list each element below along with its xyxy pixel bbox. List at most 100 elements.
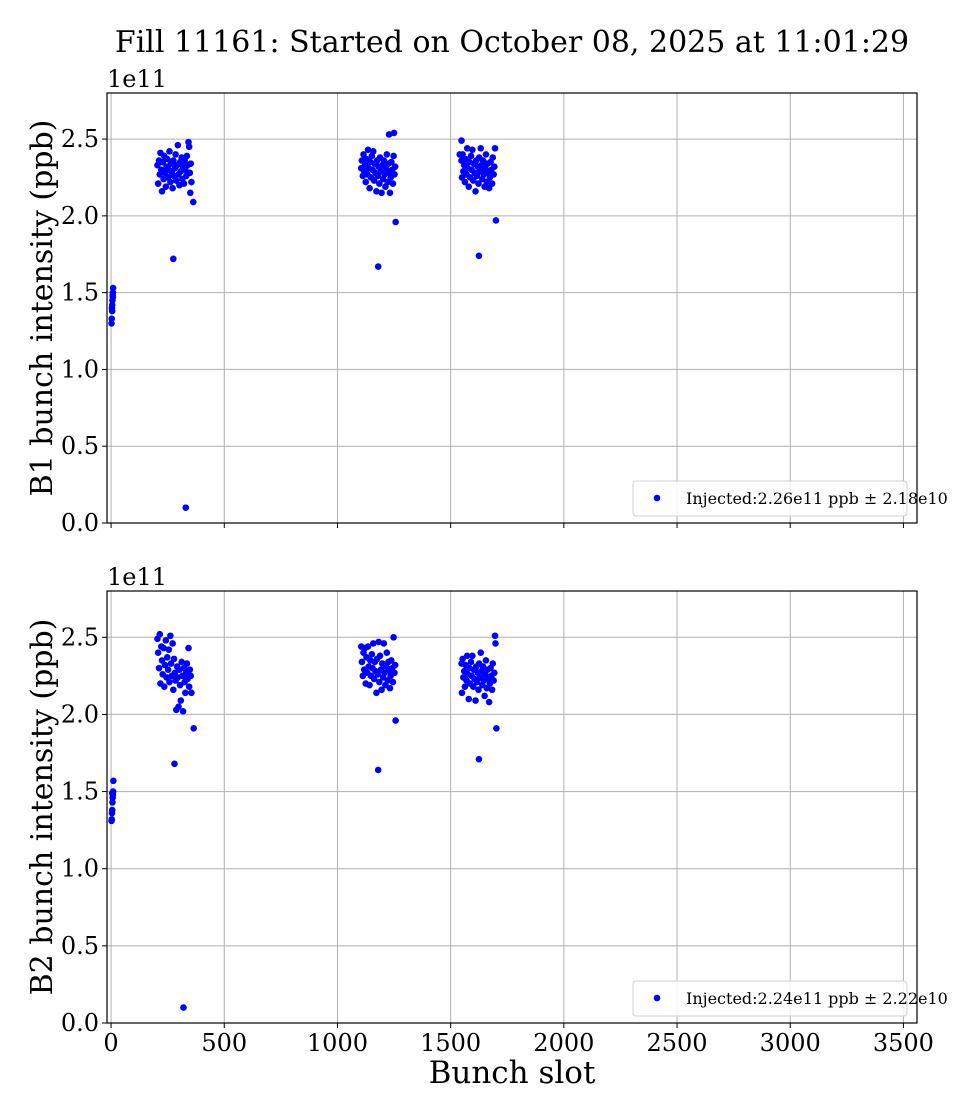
y-tick-label: 1.0 — [61, 855, 99, 883]
data-point — [461, 178, 469, 186]
data-point — [392, 218, 399, 226]
data-point — [108, 816, 116, 823]
data-point — [185, 143, 193, 151]
data-point — [482, 151, 490, 158]
data-point — [154, 180, 162, 187]
x-tick-label: 0 — [103, 1029, 118, 1057]
data-point — [163, 155, 171, 163]
data-point — [183, 152, 191, 160]
data-point — [161, 661, 169, 669]
data-point — [475, 180, 482, 187]
data-point — [374, 263, 382, 270]
data-point — [467, 658, 475, 666]
data-point — [370, 675, 378, 683]
data-point — [458, 137, 465, 144]
x-tick-label: 1500 — [420, 1029, 481, 1057]
data-point — [490, 171, 497, 178]
data-point — [374, 766, 382, 774]
data-point — [469, 146, 476, 154]
data-point — [110, 777, 117, 785]
data-point — [491, 163, 498, 171]
data-point — [158, 187, 166, 195]
data-point — [472, 187, 479, 195]
data-point — [463, 144, 471, 152]
data-point — [488, 686, 496, 694]
data-point — [172, 151, 179, 158]
y-tick-label: 0.0 — [61, 1009, 99, 1037]
data-point — [170, 157, 177, 164]
data-point — [469, 683, 477, 690]
data-point — [369, 148, 377, 155]
y-axis-label: B1 bunch intensity (ppb) — [25, 120, 60, 497]
data-point — [392, 717, 399, 724]
data-point — [491, 632, 499, 640]
data-point — [187, 160, 195, 167]
data-point — [385, 131, 393, 138]
data-point — [386, 684, 394, 692]
data-point — [378, 189, 385, 197]
data-point — [376, 652, 384, 660]
y-tick-label: 0.5 — [61, 932, 99, 960]
data-point — [475, 755, 483, 763]
y-axis-label: B2 bunch intensity (ppb) — [25, 619, 60, 996]
data-point — [178, 658, 186, 666]
data-point — [491, 144, 499, 152]
data-point — [188, 689, 195, 697]
data-point — [378, 686, 385, 694]
data-point — [465, 183, 473, 190]
data-point — [463, 652, 471, 660]
data-point — [364, 146, 372, 154]
data-point — [109, 293, 117, 301]
data-point — [391, 171, 398, 178]
y-tick-label: 1.5 — [61, 279, 99, 307]
data-point — [458, 689, 466, 697]
data-point — [370, 177, 378, 184]
data-point — [389, 678, 397, 686]
data-point — [368, 650, 376, 658]
data-point — [162, 183, 170, 190]
data-point — [493, 725, 500, 732]
data-point — [386, 189, 394, 197]
data-point — [467, 152, 475, 160]
data-point — [109, 799, 116, 806]
data-point — [461, 683, 469, 690]
data-point — [473, 678, 481, 686]
data-point — [475, 686, 482, 694]
data-point — [390, 129, 398, 137]
data-point — [477, 649, 485, 657]
data-point — [186, 666, 194, 673]
data-point — [108, 315, 116, 323]
data-point — [373, 187, 380, 195]
data-point — [482, 657, 490, 664]
data-point — [182, 504, 190, 511]
data-point — [185, 644, 192, 652]
data-point — [188, 178, 195, 186]
data-point — [481, 692, 488, 700]
x-tick-label: 3000 — [760, 1029, 821, 1057]
data-point — [456, 151, 464, 158]
chart-title: Fill 11161: Started on October 08, 2025 … — [115, 25, 909, 60]
data-point — [164, 666, 172, 673]
data-point — [469, 177, 477, 184]
data-point — [167, 632, 174, 640]
y-tick-label: 1.0 — [61, 355, 99, 383]
data-point — [362, 178, 370, 186]
data-point — [155, 664, 163, 672]
data-point — [473, 172, 481, 180]
data-point — [472, 697, 479, 704]
data-point — [376, 180, 383, 187]
data-point — [170, 686, 177, 694]
x-tick-label: 1000 — [307, 1029, 368, 1057]
y-tick-label: 1.5 — [61, 778, 99, 806]
y-tick-label: 0.0 — [61, 509, 99, 537]
data-point — [109, 284, 117, 292]
data-point — [489, 154, 497, 161]
data-point — [383, 649, 391, 657]
data-point — [190, 725, 198, 732]
x-axis-label: Bunch slot — [429, 1055, 596, 1091]
y-tick-label: 0.5 — [61, 432, 99, 460]
legend-marker-icon — [653, 994, 661, 1002]
data-point — [189, 198, 197, 206]
data-point — [166, 678, 173, 686]
x-tick-label: 2500 — [646, 1029, 707, 1057]
